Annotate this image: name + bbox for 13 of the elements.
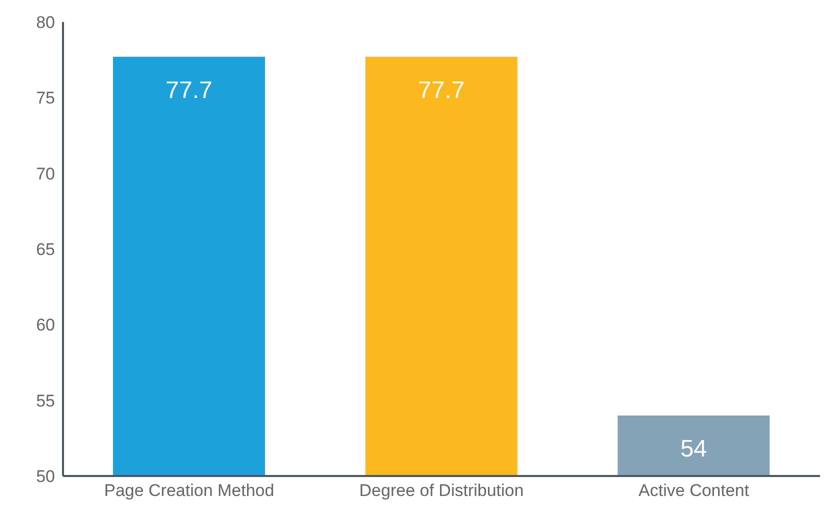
y-tick-label: 80 (36, 13, 55, 32)
data-label: 77.7 (166, 76, 212, 104)
x-tick-label: Degree of Distribution (359, 481, 524, 500)
y-tick-label: 70 (36, 164, 55, 184)
y-tick-label: 55 (36, 391, 55, 410)
x-tick-label: Active Content (638, 481, 750, 500)
y-tick-label: 75 (36, 88, 55, 108)
data-label: 54 (680, 436, 708, 463)
data-label: 77.7 (418, 76, 465, 104)
x-tick-label: Page Creation Method (104, 481, 274, 500)
y-tick-label: 65 (36, 240, 55, 260)
y-tick-label: 60 (36, 316, 55, 335)
y-tick-label: 50 (36, 467, 55, 486)
